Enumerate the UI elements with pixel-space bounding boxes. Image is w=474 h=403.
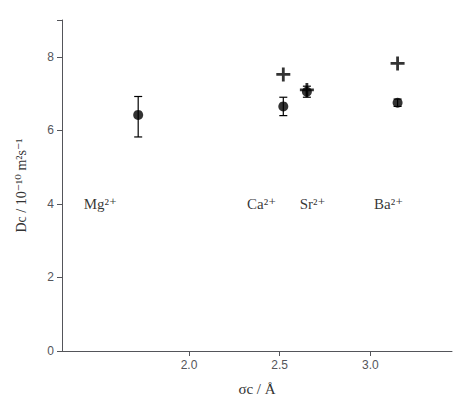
svg-text:Mg²⁺: Mg²⁺ [84,196,117,212]
svg-text:8: 8 [47,50,54,64]
svg-text:2: 2 [47,270,54,284]
svg-text:4: 4 [47,197,54,211]
svg-text:3.0: 3.0 [362,358,379,372]
svg-text:2.0: 2.0 [181,358,198,372]
svg-text:0: 0 [47,344,54,358]
svg-text:σc / Å: σc / Å [238,381,275,397]
svg-text:Sr²⁺: Sr²⁺ [300,196,326,212]
svg-text:6: 6 [47,123,54,137]
svg-text:Ca²⁺: Ca²⁺ [247,196,276,212]
svg-text:2.5: 2.5 [271,358,288,372]
svg-text:Ba²⁺: Ba²⁺ [374,196,403,212]
svg-text:Dc / 10⁻¹⁰ m²s⁻¹: Dc / 10⁻¹⁰ m²s⁻¹ [14,138,29,232]
